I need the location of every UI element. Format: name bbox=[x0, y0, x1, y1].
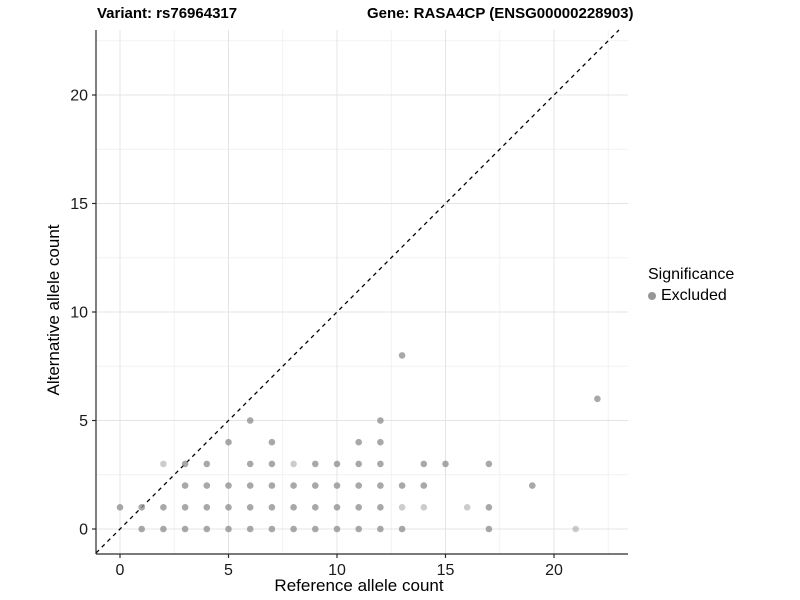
data-point bbox=[377, 525, 384, 533]
data-point bbox=[398, 352, 406, 359]
data-point bbox=[312, 525, 319, 533]
data-point bbox=[290, 525, 297, 533]
data-point bbox=[225, 482, 232, 489]
excluded-point-icon bbox=[648, 292, 656, 300]
data-point bbox=[333, 460, 341, 468]
data-point bbox=[290, 482, 297, 489]
data-point bbox=[268, 460, 276, 468]
legend-item-excluded: Excluded bbox=[648, 287, 734, 305]
y-axis-title: Alternative allele count bbox=[44, 224, 63, 396]
data-point bbox=[160, 525, 167, 533]
variant-title: Variant: rs76964317 bbox=[97, 5, 238, 22]
x-tick-label: 10 bbox=[328, 562, 346, 579]
data-point bbox=[268, 504, 276, 511]
data-point bbox=[246, 525, 254, 533]
data-point bbox=[485, 525, 493, 533]
y-tick-label: 10 bbox=[70, 305, 88, 322]
data-point bbox=[312, 482, 319, 489]
x-tick-label: 0 bbox=[116, 562, 125, 579]
data-point bbox=[268, 482, 276, 489]
data-point bbox=[312, 460, 319, 468]
x-axis-title: Reference allele count bbox=[274, 576, 444, 595]
x-tick-label: 15 bbox=[437, 562, 455, 579]
data-point bbox=[420, 504, 428, 511]
data-point bbox=[572, 525, 579, 533]
data-point bbox=[529, 482, 536, 489]
data-point bbox=[181, 482, 189, 489]
data-point bbox=[203, 482, 211, 489]
data-point bbox=[398, 482, 406, 489]
data-point bbox=[138, 504, 145, 511]
data-point bbox=[485, 460, 493, 468]
data-point bbox=[377, 417, 384, 424]
legend: Significance Excluded bbox=[648, 266, 734, 305]
data-point bbox=[181, 504, 189, 511]
data-point bbox=[377, 504, 384, 511]
data-point bbox=[333, 525, 341, 533]
data-point bbox=[355, 525, 363, 533]
data-point bbox=[398, 504, 406, 511]
data-point bbox=[246, 460, 254, 468]
data-point bbox=[138, 525, 145, 533]
data-point bbox=[246, 504, 254, 511]
data-point bbox=[246, 482, 254, 489]
legend-item-label: Excluded bbox=[661, 287, 727, 304]
data-point bbox=[312, 504, 319, 511]
data-point bbox=[485, 504, 493, 511]
plot-panel bbox=[96, 30, 628, 554]
data-point bbox=[181, 525, 189, 533]
data-point bbox=[116, 504, 124, 511]
data-point bbox=[333, 482, 341, 489]
legend-title: Significance bbox=[648, 266, 735, 283]
data-point bbox=[377, 482, 384, 489]
data-point bbox=[377, 460, 384, 468]
y-tick-label: 0 bbox=[79, 522, 88, 539]
data-point bbox=[420, 482, 428, 489]
data-point bbox=[268, 438, 276, 446]
data-point bbox=[268, 525, 276, 533]
data-point bbox=[203, 504, 211, 511]
data-point bbox=[246, 417, 254, 424]
data-point bbox=[355, 482, 363, 489]
data-point bbox=[203, 525, 211, 533]
y-tick-label: 5 bbox=[79, 413, 88, 430]
data-point bbox=[160, 504, 167, 511]
data-point bbox=[181, 460, 189, 468]
data-point bbox=[225, 438, 232, 446]
data-point bbox=[398, 525, 406, 533]
y-tick-label: 15 bbox=[70, 196, 88, 213]
data-point bbox=[333, 504, 341, 511]
data-point bbox=[377, 438, 384, 446]
x-tick-label: 5 bbox=[224, 562, 233, 579]
data-point bbox=[594, 395, 601, 403]
data-point bbox=[463, 504, 471, 511]
data-point bbox=[225, 525, 232, 533]
data-point bbox=[203, 460, 211, 468]
data-point bbox=[420, 460, 428, 468]
data-point bbox=[290, 460, 297, 468]
data-point bbox=[355, 438, 363, 446]
data-point bbox=[442, 460, 449, 468]
data-point bbox=[160, 460, 167, 468]
gene-title: Gene: RASA4CP (ENSG00000228903) bbox=[367, 5, 634, 22]
data-point bbox=[355, 460, 363, 468]
x-tick-label: 20 bbox=[545, 562, 563, 579]
data-point bbox=[225, 504, 232, 511]
data-point bbox=[290, 504, 297, 511]
data-point bbox=[355, 504, 363, 511]
y-tick-label: 20 bbox=[70, 88, 88, 105]
